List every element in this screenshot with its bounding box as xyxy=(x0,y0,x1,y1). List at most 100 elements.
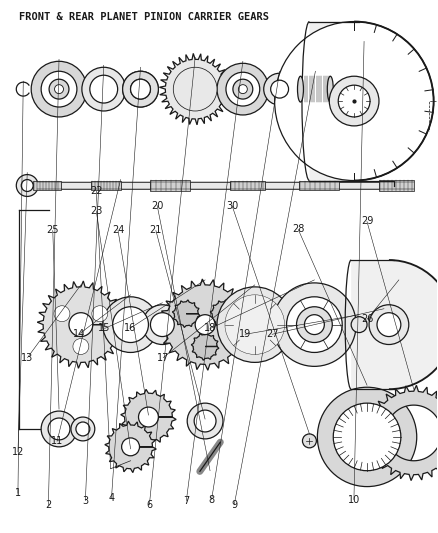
Text: 19: 19 xyxy=(239,329,251,340)
Text: 6: 6 xyxy=(146,500,152,510)
Text: 11: 11 xyxy=(51,437,63,446)
Circle shape xyxy=(195,314,215,335)
Circle shape xyxy=(41,71,77,107)
Polygon shape xyxy=(173,300,200,327)
Bar xyxy=(33,181,61,190)
Circle shape xyxy=(369,305,409,344)
Circle shape xyxy=(54,306,70,321)
Bar xyxy=(300,76,330,102)
Circle shape xyxy=(123,71,159,107)
Bar xyxy=(379,180,414,191)
Text: 2: 2 xyxy=(45,500,52,510)
Circle shape xyxy=(271,80,289,98)
Circle shape xyxy=(286,297,342,352)
Text: 15: 15 xyxy=(99,324,111,334)
Circle shape xyxy=(351,317,367,333)
Text: 3: 3 xyxy=(82,496,88,506)
Text: 10: 10 xyxy=(348,495,360,505)
Text: 27: 27 xyxy=(266,329,278,340)
Text: 25: 25 xyxy=(46,225,59,236)
Circle shape xyxy=(264,73,296,105)
Circle shape xyxy=(318,387,417,487)
Text: 8: 8 xyxy=(208,495,215,505)
Circle shape xyxy=(329,76,379,126)
Circle shape xyxy=(338,85,370,117)
Text: 18: 18 xyxy=(204,324,216,334)
Circle shape xyxy=(377,313,401,336)
Text: 17: 17 xyxy=(157,353,170,362)
Text: 14: 14 xyxy=(73,329,85,340)
Circle shape xyxy=(187,403,223,439)
Text: 28: 28 xyxy=(292,224,304,235)
Circle shape xyxy=(131,79,150,99)
Bar xyxy=(150,180,190,191)
Circle shape xyxy=(122,438,140,456)
Circle shape xyxy=(376,317,392,333)
Polygon shape xyxy=(37,281,124,368)
Circle shape xyxy=(226,72,260,106)
Text: 26: 26 xyxy=(361,314,373,325)
Bar xyxy=(265,182,300,189)
Polygon shape xyxy=(191,333,219,360)
Circle shape xyxy=(233,303,277,346)
Polygon shape xyxy=(159,279,251,370)
Text: 7: 7 xyxy=(183,496,190,506)
Circle shape xyxy=(217,63,268,115)
Circle shape xyxy=(370,311,398,338)
Text: 30: 30 xyxy=(226,200,238,211)
Circle shape xyxy=(173,67,217,111)
Circle shape xyxy=(55,85,64,94)
Polygon shape xyxy=(366,385,438,481)
Circle shape xyxy=(131,79,150,99)
Text: 13: 13 xyxy=(21,353,34,362)
Circle shape xyxy=(103,297,159,352)
Circle shape xyxy=(275,21,434,181)
Circle shape xyxy=(90,75,118,103)
Text: 1: 1 xyxy=(15,488,21,498)
Ellipse shape xyxy=(327,76,333,102)
Circle shape xyxy=(16,175,38,197)
Circle shape xyxy=(273,283,356,366)
Polygon shape xyxy=(105,421,156,473)
Text: 22: 22 xyxy=(90,187,102,196)
Circle shape xyxy=(225,295,285,354)
Polygon shape xyxy=(159,53,231,125)
Circle shape xyxy=(217,287,293,362)
Circle shape xyxy=(73,338,89,354)
Text: 20: 20 xyxy=(151,200,163,211)
Circle shape xyxy=(233,79,253,99)
Circle shape xyxy=(297,307,332,343)
Text: 12: 12 xyxy=(12,447,24,457)
Circle shape xyxy=(69,313,93,336)
Polygon shape xyxy=(309,21,434,181)
Circle shape xyxy=(142,305,182,344)
Text: 23: 23 xyxy=(90,206,102,216)
Text: 24: 24 xyxy=(112,225,124,236)
Circle shape xyxy=(303,434,316,448)
Circle shape xyxy=(82,67,126,111)
Circle shape xyxy=(238,85,247,94)
Circle shape xyxy=(194,410,216,432)
Circle shape xyxy=(48,418,70,440)
Bar xyxy=(120,182,150,189)
Circle shape xyxy=(21,180,33,191)
Text: 16: 16 xyxy=(124,324,136,334)
Text: 4: 4 xyxy=(109,493,115,503)
Circle shape xyxy=(333,403,401,471)
Circle shape xyxy=(150,313,174,336)
Circle shape xyxy=(304,314,324,335)
Text: 29: 29 xyxy=(361,216,373,227)
Bar xyxy=(339,182,379,190)
Bar xyxy=(91,181,120,190)
Circle shape xyxy=(31,61,87,117)
Bar xyxy=(61,182,91,190)
Text: 21: 21 xyxy=(150,225,162,236)
Circle shape xyxy=(49,79,69,99)
Circle shape xyxy=(113,307,148,343)
Circle shape xyxy=(123,71,159,107)
Bar xyxy=(230,181,265,190)
Circle shape xyxy=(41,411,77,447)
Circle shape xyxy=(71,417,95,441)
Ellipse shape xyxy=(297,76,304,102)
Circle shape xyxy=(76,422,90,436)
